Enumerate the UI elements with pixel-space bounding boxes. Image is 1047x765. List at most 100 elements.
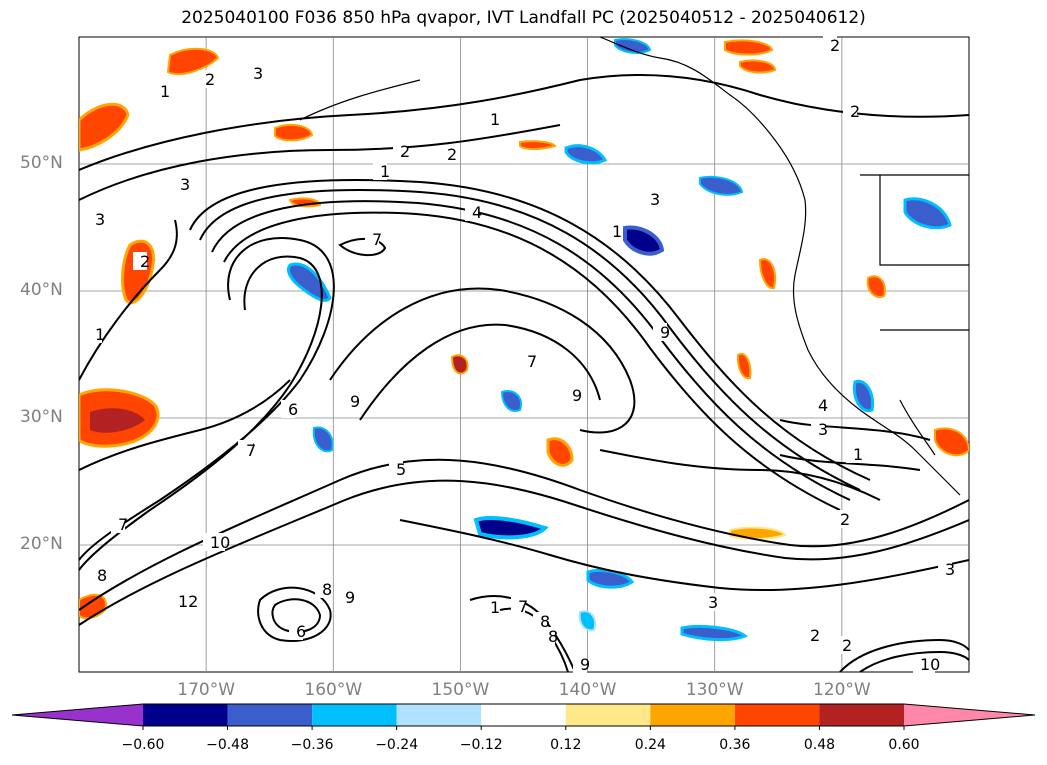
shade-coast-40n	[758, 258, 776, 290]
colorbar-tick-label: −0.48	[206, 737, 249, 753]
contour-arc-4	[223, 211, 841, 511]
contour-label-bg	[938, 560, 952, 578]
colorbar-segment	[819, 704, 904, 726]
contour-inner-2	[79, 255, 323, 571]
colorbar-segment	[734, 704, 820, 726]
shade-neg-51n	[564, 144, 608, 165]
colorbar-segment	[481, 704, 566, 726]
contour-arc-1	[189, 178, 871, 481]
colorbar-tick-label: −0.36	[290, 737, 334, 753]
contour-label-bg	[246, 64, 260, 82]
contour-label: 3	[945, 560, 955, 579]
contour-label-bg	[843, 102, 857, 120]
contour-label-bg	[701, 593, 715, 611]
colorbar-segment	[227, 704, 313, 726]
contour-label-bg	[541, 627, 555, 645]
contour-label: 5	[396, 460, 406, 479]
lat-tick-label: 30°N	[20, 407, 63, 427]
contour-label-bg	[846, 445, 860, 463]
contour-label-bg	[573, 655, 587, 673]
contour-label-bg	[653, 323, 667, 341]
shade-coast-top2	[739, 59, 777, 74]
colorbar-tick-label: 0.12	[550, 737, 582, 753]
contour-label: 3	[708, 593, 718, 612]
contour-label-bg	[365, 230, 379, 248]
contour-label: 7	[527, 352, 537, 371]
colorbar-tick-label: 0.24	[634, 737, 666, 753]
contour-label: 3	[253, 64, 263, 83]
contour-label-bg	[511, 597, 525, 615]
shade-neg-17n	[586, 568, 635, 589]
border-states	[879, 175, 969, 266]
contour-low-2	[271, 598, 322, 633]
contour-label: 6	[288, 400, 298, 419]
lon-tick-label: 150°W	[431, 680, 490, 700]
colorbar-tick-label: −0.24	[375, 737, 419, 753]
lat-tick-label: 40°N	[20, 280, 63, 300]
contour-label-bg	[203, 533, 225, 551]
contour-label-bg	[811, 396, 825, 414]
shade-neg-top	[614, 38, 652, 54]
figure-title: 2025040100 F036 850 hPa qvapor, IVT Land…	[181, 8, 866, 28]
contour-label: 8	[322, 580, 332, 599]
contour-label: 2	[810, 626, 820, 645]
ivt-contours	[79, 74, 969, 672]
contour-label: 9	[580, 655, 590, 674]
contour-label: 1	[853, 445, 863, 464]
contour-label-bg	[90, 566, 104, 584]
contour-label: 3	[180, 175, 190, 194]
coast-alaska	[599, 37, 806, 201]
coastline	[299, 37, 969, 496]
contour-label-bg	[198, 70, 212, 88]
coast-baja	[899, 399, 936, 456]
lon-tick-label: 170°W	[177, 680, 236, 700]
contour-label: 9	[660, 323, 670, 342]
contour-label: 7	[518, 597, 528, 616]
colorbar-segment	[650, 704, 735, 726]
contour-label-bg	[835, 636, 849, 654]
contour-label-bg	[315, 580, 329, 598]
contour-label-bg	[520, 352, 534, 370]
contour-label: 12	[178, 592, 198, 611]
contour-label-bg	[643, 190, 657, 208]
contour-sw-2	[79, 379, 291, 471]
contour-label: 8	[540, 612, 550, 631]
contour-label-bg	[440, 145, 454, 163]
shade-33n	[450, 354, 469, 375]
contour-label-bg	[833, 510, 847, 528]
contour-label: 2	[447, 145, 457, 164]
contour-label: 7	[246, 441, 256, 460]
contour-label: 6	[296, 622, 306, 641]
lon-tick-label: 130°W	[685, 680, 744, 700]
shade-26n	[546, 437, 574, 467]
contour-label: 2	[205, 70, 215, 89]
shade-neg-31n-coast	[852, 379, 875, 413]
colorbar-tick-label: 0.48	[803, 737, 836, 753]
contour-label: 4	[818, 396, 828, 415]
contour-label-bg	[483, 110, 497, 128]
contour-label-bg	[153, 82, 167, 100]
shade-neg-31n	[500, 390, 523, 412]
contour-label-bg	[913, 655, 935, 673]
colorbar-segment	[143, 704, 228, 726]
qvapor-shading	[79, 38, 969, 642]
contour-label: 3	[818, 420, 828, 439]
shade-neg-20n	[473, 516, 549, 540]
contour-label: 2	[400, 142, 410, 161]
lon-tick-label: 160°W	[304, 680, 363, 700]
contour-mid-1	[599, 449, 881, 501]
coast-aleutian	[299, 79, 421, 121]
contour-label: 3	[650, 190, 660, 209]
shade-neg-14n	[680, 624, 748, 642]
shade-neg-18n	[578, 610, 596, 632]
contour-label: 1	[160, 82, 170, 101]
shade-52n-b	[519, 140, 557, 150]
coast-westcoast	[792, 199, 961, 496]
contour-label-bg	[465, 203, 479, 221]
shade-neg-coast-45n	[699, 175, 744, 196]
colorbar-tick-label: 0.60	[888, 737, 920, 753]
contour-label: 10	[210, 533, 230, 552]
lon-tick-label: 120°W	[812, 680, 871, 700]
colorbar-segment	[565, 704, 651, 726]
